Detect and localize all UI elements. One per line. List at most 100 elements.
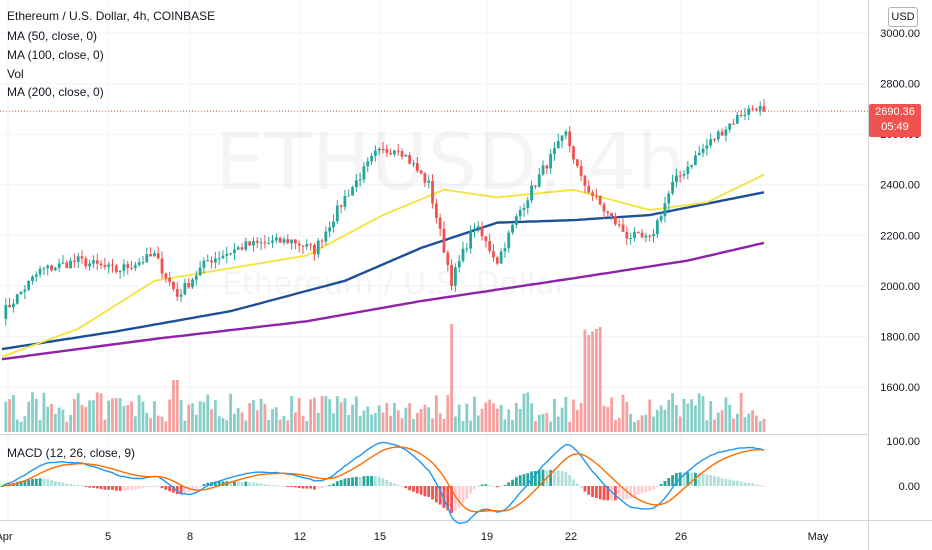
macd-hist-bar <box>640 486 644 494</box>
candle-body <box>556 140 560 149</box>
candle-body <box>229 253 232 255</box>
candle-body <box>80 256 84 259</box>
volume-bar <box>400 418 404 432</box>
candle-body <box>614 216 617 225</box>
macd-hist-bar <box>484 484 488 486</box>
candle-body <box>606 211 610 213</box>
macd-hist-bar <box>111 486 114 490</box>
macd-hist-bar <box>133 486 137 490</box>
volume-bar <box>709 401 713 432</box>
candle-body <box>758 106 762 111</box>
volume-bar <box>126 405 130 432</box>
ma50-legend[interactable]: MA (50, close, 0) <box>7 29 98 43</box>
macd-hist-bar <box>415 486 419 494</box>
macd-hist-bar <box>534 471 537 486</box>
volume-bar <box>446 395 450 432</box>
candle-body <box>636 232 640 234</box>
macd-hist-bar <box>332 483 335 486</box>
volume-bar <box>381 412 385 432</box>
volume-bar <box>172 380 175 432</box>
macd-hist-bar <box>328 485 332 487</box>
ma200-legend[interactable]: MA (200, close, 0) <box>7 85 104 99</box>
macd-hist-bar <box>701 473 705 486</box>
volume-bar <box>655 409 659 432</box>
candle-body <box>728 123 732 130</box>
macd-hist-bar <box>724 479 728 486</box>
macd-hist-bar <box>84 486 88 487</box>
macd-hist-bar <box>259 483 263 486</box>
macd-hist-bar <box>244 481 248 486</box>
candle-body <box>385 149 389 153</box>
macd-hist-bar <box>156 486 160 487</box>
symbol-title[interactable]: Ethereum / U.S. Dollar, 4h, COINBASE <box>7 9 216 23</box>
macd-hist-bar <box>320 486 324 489</box>
volume-bar <box>404 407 408 432</box>
macd-hist-bar <box>644 486 648 493</box>
volume-bar <box>629 413 633 432</box>
candle-body <box>591 192 594 196</box>
volume-bar <box>545 412 549 432</box>
candle-body <box>377 148 381 151</box>
macd-hist-bar <box>690 472 694 486</box>
candle-body <box>598 195 602 205</box>
macd-hist-bar <box>663 480 667 486</box>
candle-body <box>164 273 168 279</box>
volume-bar <box>114 398 118 432</box>
candle-body <box>621 224 625 232</box>
volume-bar <box>343 398 347 432</box>
volume-bar <box>313 397 316 432</box>
candle-body <box>194 275 198 280</box>
volume-bar <box>240 412 244 432</box>
vol-legend[interactable]: Vol <box>7 67 24 81</box>
macd-hist-bar <box>560 470 564 486</box>
volume-bar <box>412 419 415 432</box>
volume-bar <box>202 402 206 432</box>
candle-body <box>701 148 705 153</box>
candle-body <box>518 210 522 217</box>
macd-legend[interactable]: MACD (12, 26, close, 9) <box>7 446 136 460</box>
volume-bar <box>72 399 76 432</box>
ma100-legend[interactable]: MA (100, close, 0) <box>7 48 104 62</box>
volume-bar <box>271 409 274 432</box>
grid-lines <box>0 0 868 520</box>
volume-bar <box>347 415 351 432</box>
macd-hist-bar <box>747 482 751 486</box>
volume-bar <box>556 416 560 432</box>
macd-hist-bar <box>758 485 762 487</box>
volume-bar <box>252 400 255 432</box>
volume-bar <box>61 409 65 432</box>
macd-hist-bar <box>206 482 210 486</box>
macd-hist-bar <box>23 480 27 486</box>
candle-body <box>488 241 492 252</box>
macd-hist-bar <box>480 484 484 486</box>
candle-body <box>290 239 293 244</box>
candle-body <box>495 257 499 264</box>
candle-body <box>69 260 72 269</box>
macd-hist-bar <box>198 486 202 487</box>
candle-body <box>95 260 99 264</box>
macd-hist-bar <box>297 486 301 489</box>
volume-bar <box>141 401 145 432</box>
candle-body <box>118 270 122 272</box>
currency-button[interactable]: USD <box>888 7 918 27</box>
candle-body <box>88 263 92 267</box>
macd-hist-bar <box>495 486 499 488</box>
volume-bar <box>587 335 591 432</box>
macd-hist-bar <box>31 478 34 486</box>
macd-hist-bar <box>514 477 518 486</box>
macd-hist-bar <box>316 486 320 489</box>
volume-bar <box>122 405 126 432</box>
volume-bar <box>107 400 111 432</box>
macd-hist-bar <box>255 482 259 486</box>
volume-bar <box>191 403 194 432</box>
candle-body <box>583 175 587 186</box>
macd-hist-bar <box>446 486 450 511</box>
macd-hist-bar <box>629 486 633 499</box>
candle-body <box>739 115 743 117</box>
macd-hist-bar <box>351 477 354 486</box>
volume-bar <box>8 399 12 432</box>
volume-bar <box>663 409 667 432</box>
volume-bar <box>179 399 183 432</box>
macd-hist-bar <box>507 482 511 486</box>
